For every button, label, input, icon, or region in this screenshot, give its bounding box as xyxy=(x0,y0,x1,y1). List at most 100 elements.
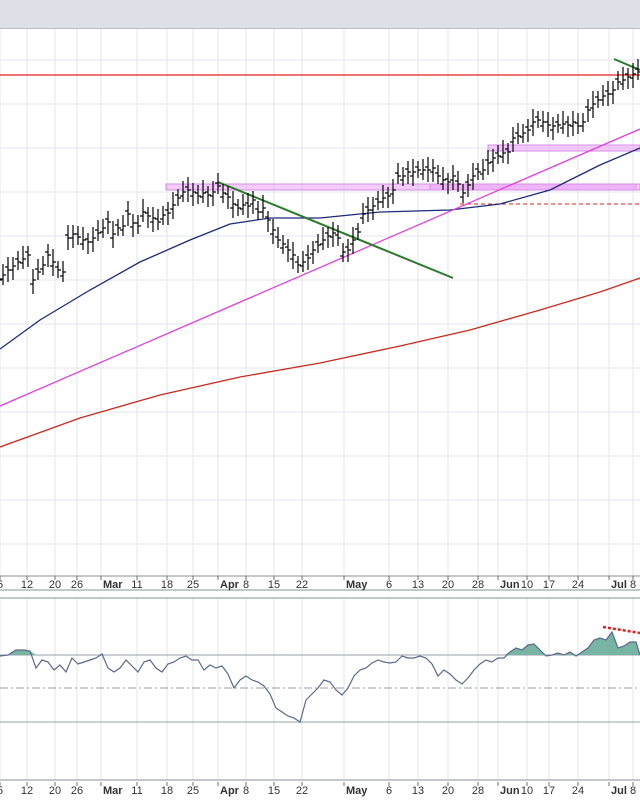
x-tick-label: 18 xyxy=(161,785,173,797)
x-tick-label: 8 xyxy=(630,579,636,591)
price-bar xyxy=(525,119,531,142)
price-bar xyxy=(430,159,436,182)
price-bar xyxy=(80,227,86,250)
x-tick-label: 26 xyxy=(71,579,83,591)
price-bar xyxy=(210,181,216,206)
price-date-axis: 5122026Mar111825Apr81522May6132028Jun101… xyxy=(0,576,636,591)
price-bar xyxy=(180,181,186,202)
price-bar xyxy=(630,63,636,88)
price-bar xyxy=(230,191,236,218)
price-bar xyxy=(15,251,21,270)
support-trendline xyxy=(0,128,640,407)
top-trendline xyxy=(613,58,640,71)
price-bar xyxy=(625,68,631,89)
x-tick-label: 10 xyxy=(521,785,533,797)
price-bar xyxy=(120,215,126,236)
price-bar xyxy=(435,165,441,184)
price-bar xyxy=(105,211,111,234)
price-bar xyxy=(425,157,431,182)
x-tick-label: 20 xyxy=(442,785,454,797)
price-bar xyxy=(190,183,196,206)
x-tick-label: 25 xyxy=(187,579,199,591)
x-tick-label: May xyxy=(346,579,368,591)
price-bar xyxy=(240,194,246,215)
price-bar xyxy=(385,187,391,208)
x-tick-label: 5 xyxy=(0,579,3,591)
price-bar xyxy=(320,227,326,250)
price-bar xyxy=(170,192,176,219)
x-tick-label: 8 xyxy=(630,785,636,797)
price-bar xyxy=(220,184,226,203)
price-bar xyxy=(590,91,596,118)
price-bar xyxy=(310,241,316,264)
price-bar xyxy=(390,179,396,204)
x-tick-label: 15 xyxy=(268,579,280,591)
x-tick-label: 28 xyxy=(472,785,484,797)
x-tick-label: 18 xyxy=(161,579,173,591)
x-tick-label: 28 xyxy=(472,579,484,591)
price-bar xyxy=(165,202,171,225)
price-bar xyxy=(25,246,31,267)
x-tick-label: 24 xyxy=(572,579,584,591)
x-tick-label: 11 xyxy=(131,785,142,797)
price-bar xyxy=(350,227,356,254)
price-bar xyxy=(45,244,51,267)
price-bar xyxy=(75,226,81,245)
price-bar xyxy=(550,117,556,140)
price-bar xyxy=(535,111,541,128)
price-bar xyxy=(265,211,271,232)
price-bar xyxy=(35,259,41,280)
price-bar xyxy=(560,111,566,134)
price-bar xyxy=(300,251,306,272)
rsi-divergence-line xyxy=(602,625,640,635)
x-tick-label: 5 xyxy=(0,785,3,797)
x-tick-label: 24 xyxy=(572,785,584,797)
price-bar xyxy=(250,191,256,214)
price-bar xyxy=(610,81,616,104)
price-bar xyxy=(280,235,286,254)
price-bar xyxy=(565,116,571,137)
x-tick-label: 17 xyxy=(543,785,555,797)
ma50-line xyxy=(0,147,640,350)
price-bar xyxy=(355,223,361,240)
price-bar xyxy=(545,112,551,137)
x-tick-label: 17 xyxy=(543,579,555,591)
price-bar xyxy=(555,114,561,133)
x-tick-label: 20 xyxy=(49,785,61,797)
window-title-bar xyxy=(0,0,640,29)
price-bar xyxy=(420,159,426,180)
price-bar xyxy=(450,165,456,190)
price-bar xyxy=(395,163,401,184)
price-bar xyxy=(615,71,621,90)
price-bar xyxy=(150,207,156,232)
price-bar xyxy=(0,264,6,285)
price-bar xyxy=(275,227,281,248)
price-bar xyxy=(360,203,366,224)
price-bar xyxy=(160,206,166,225)
price-bar xyxy=(100,219,106,238)
rsi-line xyxy=(0,630,640,723)
price-bar xyxy=(285,239,291,262)
price-bar xyxy=(115,219,121,236)
price-bar xyxy=(145,207,151,228)
price-bar xyxy=(195,185,201,204)
price-bar xyxy=(315,234,321,253)
ma200-line xyxy=(0,277,640,448)
price-bar xyxy=(410,159,416,186)
x-tick-label: 12 xyxy=(21,785,33,797)
x-tick-label: 11 xyxy=(131,579,142,591)
price-bar xyxy=(500,140,506,163)
price-bar xyxy=(235,199,241,216)
gridlines xyxy=(0,29,640,781)
price-bar xyxy=(155,209,161,230)
x-tick-label: Mar xyxy=(103,785,123,797)
price-bar xyxy=(370,197,376,220)
price-bar xyxy=(0,279,2,281)
price-bar xyxy=(290,242,296,269)
price-bar xyxy=(600,85,606,106)
price-bar xyxy=(330,222,336,247)
price-bar xyxy=(125,201,131,226)
price-bar xyxy=(10,257,16,280)
price-bar xyxy=(175,189,181,206)
